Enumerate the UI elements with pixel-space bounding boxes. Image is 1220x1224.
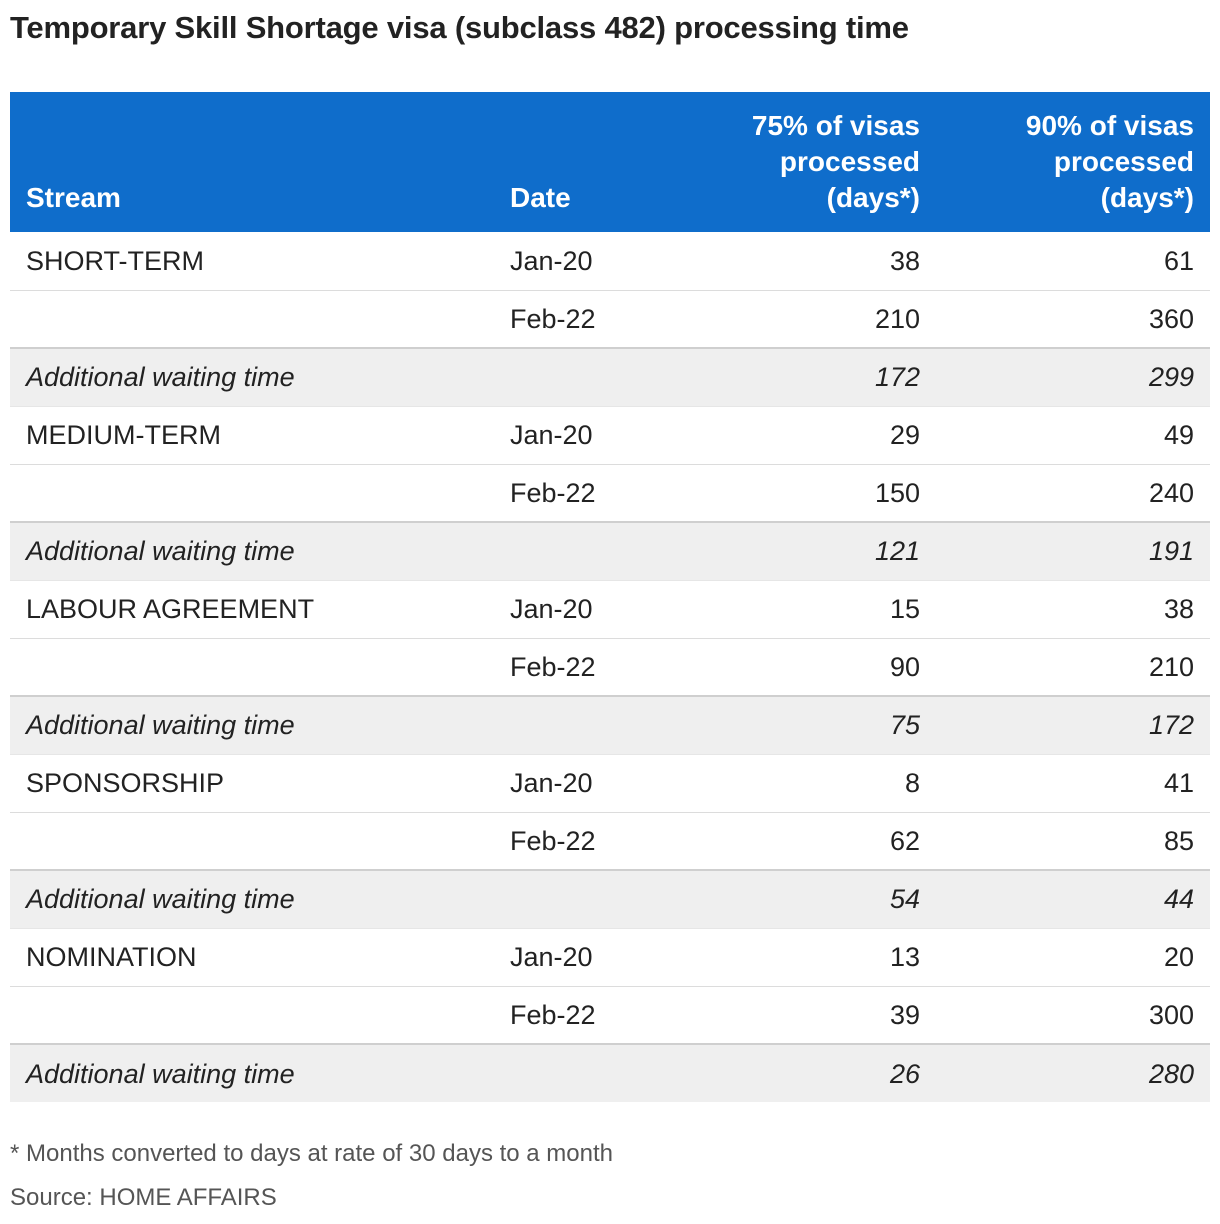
p75-value-cell: 210	[730, 290, 936, 349]
row-label: Additional waiting time	[10, 348, 494, 407]
stream-cell	[10, 638, 494, 697]
stream-cell	[10, 464, 494, 523]
stream-cell: SPONSORSHIP	[10, 754, 494, 813]
footnote: * Months converted to days at rate of 30…	[10, 1140, 614, 1167]
header-75-line-1: 75% of visas	[751, 110, 920, 141]
stream-cell	[10, 986, 494, 1045]
date-cell: Jan-20	[494, 406, 730, 465]
row-label: Additional waiting time	[26, 1058, 295, 1089]
table-row: Feb-22 90 210	[10, 638, 1210, 697]
header-75-line-3: (days*)	[826, 182, 920, 213]
row-label: Additional waiting time	[10, 696, 494, 755]
p90-value-cell: 85	[936, 812, 1210, 871]
p75-value-cell: 39	[730, 986, 936, 1045]
p90-value-cell: 280	[1148, 1058, 1194, 1089]
p75-value-cell: 90	[730, 638, 936, 697]
p75-value-cell: 54	[730, 870, 936, 929]
stream-cell: SHORT-TERM	[10, 232, 494, 291]
p90-value-cell: 20	[936, 928, 1210, 987]
row-label: Additional waiting time	[10, 870, 494, 929]
stream-cell: NOMINATION	[10, 928, 494, 987]
p90-value-cell: 300	[936, 986, 1210, 1045]
p90-value-cell: 49	[936, 406, 1210, 465]
p90-value-cell: 240	[936, 464, 1210, 523]
additional-waiting-row: Additional waiting time 54 44	[10, 870, 1210, 929]
table-row: Feb-22 62 85	[10, 812, 1210, 871]
table-row: Feb-22 210 360	[10, 290, 1210, 349]
p90-value-cell: 210	[936, 638, 1210, 697]
p90-value-cell: 299	[936, 348, 1210, 407]
date-cell: Jan-20	[494, 232, 730, 291]
chart-container: Temporary Skill Shortage visa (subclass …	[10, 8, 1210, 1211]
table-row: NOMINATION Jan-20 13 20	[10, 928, 1210, 987]
stream-cell: MEDIUM-TERM	[10, 406, 494, 465]
header-row: Stream Date 75% of visas processed (days…	[10, 92, 1210, 232]
header-date: Date	[510, 182, 571, 213]
additional-waiting-row: Additional waiting time 172 299	[10, 348, 1210, 407]
p90-value-cell: 172	[936, 696, 1210, 755]
additional-waiting-row: Additional waiting time 75 172	[10, 696, 1210, 755]
source-note: Source: HOME AFFAIRS	[10, 1184, 277, 1211]
p75-value-cell: 13	[730, 928, 936, 987]
p75-value-cell: 8	[730, 754, 936, 813]
stream-cell	[10, 812, 494, 871]
p90-value-cell: 61	[936, 232, 1210, 291]
p75-value-cell: 150	[730, 464, 936, 523]
date-cell: Feb-22	[494, 812, 730, 871]
date-cell: Feb-22	[494, 638, 730, 697]
table-body: SHORT-TERM Jan-20 38 61 Feb-22 210 360 Addition…	[10, 232, 1210, 1102]
chart-title: Temporary Skill Shortage visa (subclass …	[10, 10, 909, 45]
table-row: SPONSORSHIP Jan-20 8 41	[10, 754, 1210, 813]
date-cell	[494, 696, 730, 755]
p90-value-cell: 191	[936, 522, 1210, 581]
stream-cell: LABOUR AGREEMENT	[10, 580, 494, 639]
p90-value-cell: 38	[936, 580, 1210, 639]
row-label: Additional waiting time	[10, 522, 494, 581]
date-cell	[494, 522, 730, 581]
date-cell: Jan-20	[494, 754, 730, 813]
additional-waiting-row: Additional waiting time 26 280	[10, 1044, 1210, 1102]
p90-value-cell: 44	[936, 870, 1210, 929]
header-75-line-2: processed	[779, 146, 920, 177]
header-75-percent: 75% of visas processed (days*)	[730, 92, 936, 232]
table-row: LABOUR AGREEMENT Jan-20 15 38	[10, 580, 1210, 639]
p75-value-cell: 62	[730, 812, 936, 871]
table-header: Stream Date 75% of visas processed (days…	[10, 92, 1210, 232]
p75-value-cell: 29	[730, 406, 936, 465]
p75-value-cell: 172	[730, 348, 936, 407]
header-90-line-1: 90% of visas	[1025, 110, 1194, 141]
date-cell	[494, 1044, 730, 1102]
stream-cell	[10, 290, 494, 349]
table-row: MEDIUM-TERM Jan-20 29 49	[10, 406, 1210, 465]
date-cell	[494, 870, 730, 929]
header-stream: Stream	[26, 182, 121, 213]
table-row: Feb-22 150 240	[10, 464, 1210, 523]
date-cell: Feb-22	[494, 986, 730, 1045]
header-90-line-3: (days*)	[1100, 182, 1194, 213]
p90-value-cell: 360	[936, 290, 1210, 349]
p75-value-cell: 121	[730, 522, 936, 581]
date-cell: Feb-22	[494, 464, 730, 523]
p75-value-cell: 26	[889, 1058, 920, 1089]
header-90-percent: 90% of visas processed (days*)	[936, 92, 1210, 232]
date-cell: Jan-20	[494, 928, 730, 987]
table-row: SHORT-TERM Jan-20 38 61	[10, 232, 1210, 291]
processing-time-table: Stream Date 75% of visas processed (days…	[10, 92, 1210, 1102]
header-90-line-2: processed	[1053, 146, 1194, 177]
p90-value-cell: 41	[936, 754, 1210, 813]
table-row: Feb-22 39 300	[10, 986, 1210, 1045]
p75-value-cell: 38	[730, 232, 936, 291]
additional-waiting-row: Additional waiting time 121 191	[10, 522, 1210, 581]
p75-value-cell: 75	[730, 696, 936, 755]
date-cell: Feb-22	[494, 290, 730, 349]
date-cell: Jan-20	[494, 580, 730, 639]
p75-value-cell: 15	[730, 580, 936, 639]
date-cell	[494, 348, 730, 407]
